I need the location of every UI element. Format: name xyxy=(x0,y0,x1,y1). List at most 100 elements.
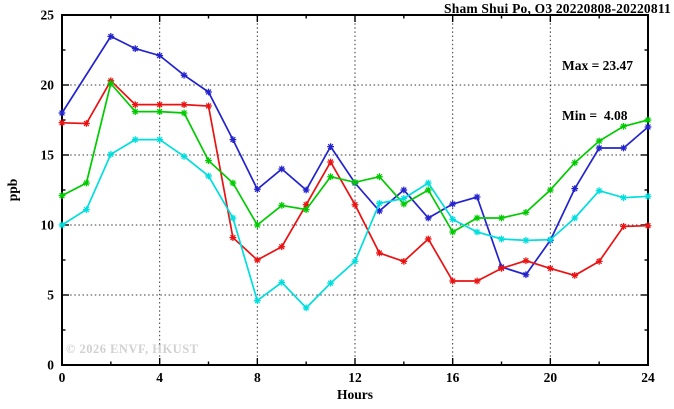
data-point-marker xyxy=(522,237,530,244)
data-point-marker xyxy=(595,258,603,265)
data-point-marker xyxy=(58,221,66,229)
data-point-marker xyxy=(131,101,139,108)
data-point-marker xyxy=(131,136,139,143)
data-point-marker xyxy=(156,101,164,108)
x-tick-label: 4 xyxy=(156,370,163,385)
data-point-marker xyxy=(278,279,286,286)
data-point-marker xyxy=(571,185,579,192)
data-point-marker xyxy=(595,144,603,152)
data-point-marker xyxy=(644,116,652,124)
data-point-marker xyxy=(376,207,383,215)
gridlines xyxy=(62,15,648,365)
data-point-marker xyxy=(302,206,310,213)
data-point-marker xyxy=(424,179,432,187)
data-point-marker xyxy=(180,71,188,79)
data-point-marker xyxy=(449,216,457,223)
data-point-marker xyxy=(205,157,212,164)
data-point-marker xyxy=(180,153,188,160)
data-point-marker xyxy=(620,223,627,230)
data-point-marker xyxy=(376,173,383,181)
data-point-marker xyxy=(424,235,432,243)
data-point-marker xyxy=(400,195,408,202)
data-point-marker xyxy=(205,88,212,96)
data-point-marker xyxy=(327,279,334,287)
x-tick-label: 0 xyxy=(59,370,66,385)
data-point-marker xyxy=(278,202,286,209)
x-tick-label: 12 xyxy=(348,370,362,385)
series-red-markers xyxy=(58,77,652,285)
data-point-marker xyxy=(58,119,66,127)
data-point-marker xyxy=(473,277,481,285)
data-point-marker xyxy=(302,186,310,194)
data-point-marker xyxy=(278,243,286,251)
data-point-marker xyxy=(400,186,408,194)
data-point-marker xyxy=(522,209,530,216)
data-point-marker xyxy=(253,185,261,193)
data-point-marker xyxy=(644,192,652,200)
data-point-marker xyxy=(595,137,603,145)
data-point-marker xyxy=(229,214,237,222)
data-point-marker xyxy=(351,178,359,186)
data-point-marker xyxy=(351,258,359,265)
data-point-marker xyxy=(253,297,261,304)
data-point-marker xyxy=(522,271,530,279)
x-tick-label: 24 xyxy=(641,370,655,385)
series-green-markers xyxy=(58,80,652,236)
data-point-marker xyxy=(644,222,652,230)
data-point-marker xyxy=(571,159,579,167)
x-axis-label: Hours xyxy=(337,387,373,402)
data-point-marker xyxy=(498,235,505,243)
min-value-label: Min = 4.08 xyxy=(562,107,628,123)
y-tick-label: 20 xyxy=(41,78,55,93)
y-tick-label: 5 xyxy=(47,288,54,303)
data-point-marker xyxy=(302,304,310,312)
series-red xyxy=(58,77,652,285)
data-point-marker xyxy=(473,193,481,201)
data-point-marker xyxy=(327,158,334,166)
axis-ticks xyxy=(61,14,649,366)
data-point-marker xyxy=(83,179,90,187)
max-min-annotation: Max = 23.47 Min = 4.08 xyxy=(562,25,633,157)
series-blue-line xyxy=(61,35,649,276)
data-point-marker xyxy=(180,101,188,108)
data-point-marker xyxy=(229,179,237,187)
data-point-marker xyxy=(449,228,457,236)
y-tick-label: 25 xyxy=(41,8,55,23)
data-point-marker xyxy=(498,214,505,222)
data-point-marker xyxy=(83,120,90,127)
data-point-marker xyxy=(156,108,164,115)
data-point-marker xyxy=(620,122,627,130)
data-point-marker xyxy=(131,45,139,52)
data-point-marker xyxy=(546,265,554,272)
data-point-marker xyxy=(449,277,457,285)
data-point-marker xyxy=(83,206,90,213)
data-point-marker xyxy=(400,200,408,208)
data-point-marker xyxy=(473,214,481,222)
data-point-marker xyxy=(644,123,652,131)
data-point-marker xyxy=(327,173,334,181)
data-point-marker xyxy=(107,80,115,87)
max-value-label: Max = 23.47 xyxy=(562,58,634,73)
data-point-marker xyxy=(253,221,261,229)
data-point-marker xyxy=(522,257,530,265)
data-point-marker xyxy=(424,186,432,194)
plot-border xyxy=(61,14,649,366)
data-point-marker xyxy=(424,214,432,222)
data-point-marker xyxy=(156,136,164,143)
data-point-marker xyxy=(571,272,579,279)
y-tick-label: 15 xyxy=(41,148,55,163)
data-point-marker xyxy=(229,136,237,143)
data-point-marker xyxy=(400,258,408,265)
y-axis-label: ppb xyxy=(5,179,20,202)
tick-labels: 0 4 8 12 16 20 24 0 5 10 15 20 25 xyxy=(41,8,656,386)
data-point-marker xyxy=(302,201,310,209)
data-point-marker xyxy=(376,249,383,257)
data-point-marker xyxy=(180,109,188,117)
watermark: © 2026 ENVF, HKUST xyxy=(66,342,199,356)
data-point-marker xyxy=(571,214,579,222)
series-cyan xyxy=(58,136,652,312)
x-tick-label: 20 xyxy=(544,370,558,385)
data-point-marker xyxy=(253,256,261,264)
